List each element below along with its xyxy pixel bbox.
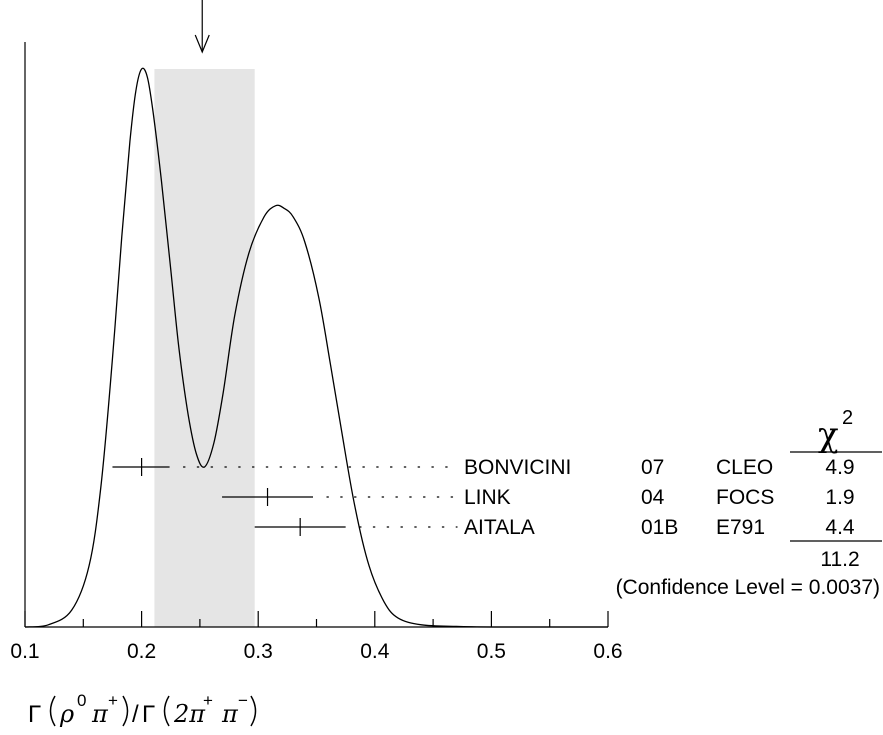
x-tick-label: 0.3 (244, 640, 273, 663)
xlabel-gamma2: Γ (142, 701, 155, 728)
xlabel-gamma1: Γ (28, 701, 41, 728)
xlabel-pi2-sup: − (238, 691, 248, 710)
x-axis-ticks: 0.1 0.2 0.3 0.4 0.5 0.6 (10, 611, 623, 663)
x-axis-label: Γ ρ 0 π + / Γ 2π + π − (28, 691, 257, 728)
x-tick-label: 0.4 (360, 640, 390, 663)
average-arrow (194, 0, 210, 54)
xlabel-two-pi-sup: + (203, 691, 213, 710)
chi2-superscript: 2 (842, 407, 853, 429)
measurement-name: AITALA (464, 516, 535, 539)
measurement-chi2: 4.9 (825, 456, 854, 479)
x-tick-label: 0.1 (10, 640, 39, 663)
measurement-year: 01B (641, 516, 678, 539)
measurement-year: 07 (641, 456, 664, 479)
error-band (154, 69, 255, 627)
xlabel-pi2: π (221, 700, 239, 728)
x-tick-label: 0.2 (127, 640, 156, 663)
xlabel-rho: ρ (59, 700, 74, 728)
measurement-row: BONVICINI 07 CLEO 4.9 (112, 456, 855, 479)
measurement-name: LINK (464, 486, 511, 509)
chi2-header: χ (818, 415, 839, 455)
measurement-chi2: 4.4 (825, 516, 855, 539)
xlabel-slash: / (132, 701, 139, 728)
xlabel-paren-open-1 (49, 695, 56, 727)
measurement-experiment: FOCS (716, 486, 774, 509)
x-tick-label: 0.5 (477, 640, 506, 663)
measurement-experiment: E791 (716, 516, 765, 539)
measurement-name: BONVICINI (464, 456, 571, 479)
xlabel-pi1-sup: + (108, 691, 118, 710)
xlabel-two-pi: 2π (173, 700, 206, 728)
xlabel-paren-open-2 (163, 695, 170, 727)
measurements: BONVICINI 07 CLEO 4.9 LINK 04 FOCS 1.9 AITALA 01B… (112, 456, 855, 539)
measurement-chi2: 1.9 (825, 486, 854, 509)
xlabel-paren-close-2 (250, 695, 257, 727)
measurement-row: AITALA 01B E791 4.4 (254, 516, 855, 539)
measurement-experiment: CLEO (716, 456, 773, 479)
chi2-total: 11.2 (820, 548, 859, 571)
xlabel-paren-close-1 (122, 695, 129, 727)
confidence-level: (Confidence Level = 0.0037) (616, 576, 880, 599)
ideogram-curve (24, 67, 608, 628)
xlabel-rho-sup: 0 (77, 691, 86, 710)
x-tick-label: 0.6 (593, 640, 622, 663)
xlabel-pi1: π (91, 700, 109, 728)
measurement-year: 04 (641, 486, 665, 509)
measurement-row: LINK 04 FOCS 1.9 (222, 486, 855, 509)
